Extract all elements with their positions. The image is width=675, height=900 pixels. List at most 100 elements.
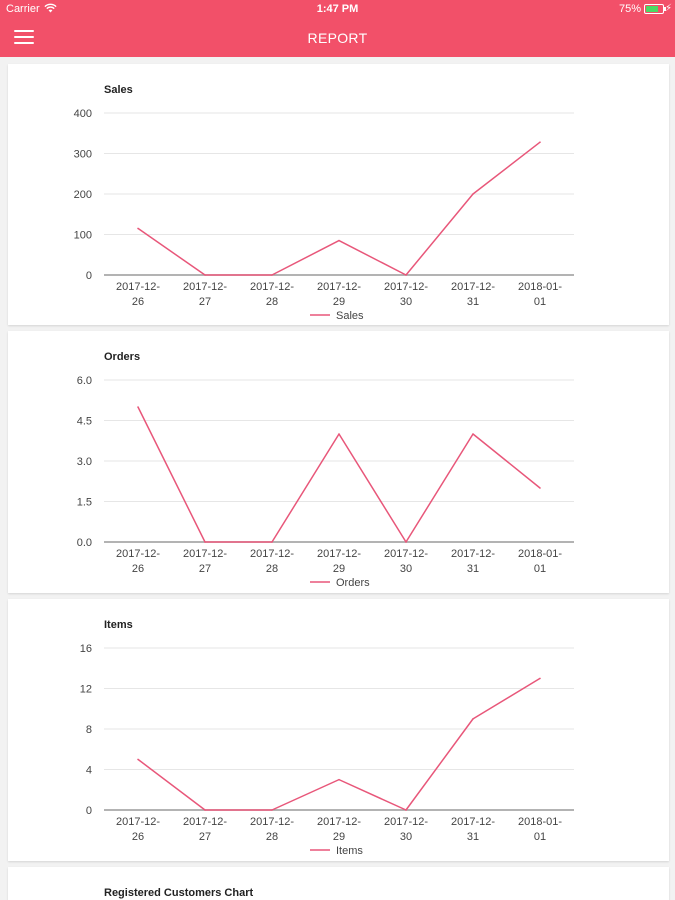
x-tick-label: 2017-12- xyxy=(317,281,361,293)
x-tick-label: 26 xyxy=(132,831,144,843)
data-point xyxy=(271,274,273,276)
y-tick-label: 100 xyxy=(74,230,92,242)
data-point xyxy=(472,433,474,435)
orders-chart-card: Orders 0.0 1.5 3.0 4.5 6.0 2017-12- 26 2017-12-… xyxy=(8,331,669,593)
status-bar: Carrier 1:47 PM 75% ⚡ xyxy=(0,0,675,20)
x-tick-label: 2017-12- xyxy=(384,281,428,293)
chart-title: Items xyxy=(104,619,133,631)
x-tick-label: 29 xyxy=(333,563,345,575)
data-point xyxy=(539,141,541,143)
y-tick-label: 6.0 xyxy=(77,375,92,387)
legend-label: Items xyxy=(336,845,363,857)
x-tick-label: 2017-12- xyxy=(384,816,428,828)
y-tick-label: 8 xyxy=(86,724,92,736)
charging-bolt-icon: ⚡ xyxy=(664,3,672,14)
x-tick-label: 26 xyxy=(132,296,144,308)
x-tick-label: 2017-12- xyxy=(250,548,294,560)
x-tick-label: 30 xyxy=(400,831,412,843)
data-point xyxy=(204,274,206,276)
x-tick-label: 29 xyxy=(333,831,345,843)
data-point xyxy=(405,274,407,276)
data-point xyxy=(204,541,206,543)
x-tick-label: 2017-12- xyxy=(183,281,227,293)
x-tick-label: 2017-12- xyxy=(451,816,495,828)
battery-percent: 75% xyxy=(618,3,641,15)
x-tick-label: 27 xyxy=(199,296,211,308)
x-tick-label: 28 xyxy=(266,831,278,843)
x-tick-label: 28 xyxy=(266,563,278,575)
y-tick-label: 0.0 xyxy=(77,537,92,549)
x-tick-label: 01 xyxy=(534,296,546,308)
data-point xyxy=(405,809,407,811)
x-tick-label: 2017-12- xyxy=(183,816,227,828)
x-tick-label: 2018-01- xyxy=(518,281,562,293)
y-tick-label: 12 xyxy=(80,684,92,696)
y-tick-label: 300 xyxy=(74,149,92,161)
data-point xyxy=(338,239,340,242)
series-line xyxy=(137,406,541,543)
battery-icon xyxy=(644,4,666,14)
chart-title: Orders xyxy=(104,351,141,363)
chart-title: Sales xyxy=(104,84,133,96)
x-tick-label: 2017-12- xyxy=(451,548,495,560)
x-tick-label: 2017-12- xyxy=(451,281,495,293)
x-tick-label: 2017-12- xyxy=(317,548,361,560)
legend-label: Sales xyxy=(336,310,364,322)
nav-bar: REPORT xyxy=(0,20,675,57)
sales-line-chart: 0 100 200 300 400 2017-12- 26 2017-12- 27 2017-12… xyxy=(74,108,574,322)
page-title: REPORT xyxy=(307,30,368,46)
y-tick-label: 1.5 xyxy=(77,497,92,509)
y-tick-label: 4.5 xyxy=(77,416,92,428)
x-tick-label: 01 xyxy=(534,831,546,843)
data-point xyxy=(338,433,340,435)
app-header: Carrier 1:47 PM 75% ⚡ REPORT xyxy=(0,0,675,57)
items-chart-card: Items 0 4 8 12 16 2017-12- 26 2017-12- 27 2017-12… xyxy=(8,599,669,861)
x-tick-label: 2017-12- xyxy=(317,816,361,828)
carrier-label: Carrier xyxy=(6,3,40,15)
x-tick-label: 27 xyxy=(199,563,211,575)
x-tick-label: 30 xyxy=(400,563,412,575)
x-tick-label: 2017-12- xyxy=(384,548,428,560)
series-line xyxy=(137,677,541,811)
x-tick-label: 29 xyxy=(333,296,345,308)
data-point xyxy=(539,487,541,489)
y-tick-label: 16 xyxy=(80,643,92,655)
x-tick-label: 30 xyxy=(400,296,412,308)
x-tick-label: 2018-01- xyxy=(518,816,562,828)
x-tick-label: 27 xyxy=(199,831,211,843)
y-tick-label: 4 xyxy=(86,765,92,777)
data-point xyxy=(204,809,206,811)
x-tick-label: 01 xyxy=(534,563,546,575)
x-tick-label: 2017-12- xyxy=(183,548,227,560)
sales-chart-card: Sales 0 100 200 300 400 2017-12- 26 2017-12- 27 2… xyxy=(8,64,669,325)
y-tick-label: 0 xyxy=(86,270,92,282)
x-tick-label: 31 xyxy=(467,563,479,575)
y-tick-label: 400 xyxy=(74,108,92,120)
data-point xyxy=(338,778,340,781)
x-tick-label: 2017-12- xyxy=(250,281,294,293)
data-point xyxy=(405,541,407,543)
registered-customers-chart-card: Registered Customers Chart xyxy=(8,867,669,900)
y-tick-label: 0 xyxy=(86,805,92,817)
x-tick-label: 31 xyxy=(467,831,479,843)
x-tick-label: 2017-12- xyxy=(116,281,160,293)
x-tick-label: 2017-12- xyxy=(250,816,294,828)
data-point xyxy=(539,677,541,680)
hamburger-menu-icon[interactable] xyxy=(14,30,34,45)
series-line xyxy=(137,141,541,276)
y-tick-label: 200 xyxy=(74,189,92,201)
x-tick-label: 2017-12- xyxy=(116,548,160,560)
status-time: 1:47 PM xyxy=(316,3,359,15)
x-tick-label: 31 xyxy=(467,296,479,308)
wifi-icon xyxy=(44,3,57,13)
data-point xyxy=(472,718,474,720)
chart-title: Registered Customers Chart xyxy=(104,887,254,899)
x-tick-label: 28 xyxy=(266,296,278,308)
x-tick-label: 26 xyxy=(132,563,144,575)
data-point xyxy=(271,541,273,543)
data-point xyxy=(472,193,474,195)
data-point xyxy=(137,227,139,230)
orders-line-chart: 0.0 1.5 3.0 4.5 6.0 2017-12- 26 2017-12- 27 2017-… xyxy=(77,375,574,589)
legend-label: Orders xyxy=(336,577,370,589)
x-tick-label: 2017-12- xyxy=(116,816,160,828)
